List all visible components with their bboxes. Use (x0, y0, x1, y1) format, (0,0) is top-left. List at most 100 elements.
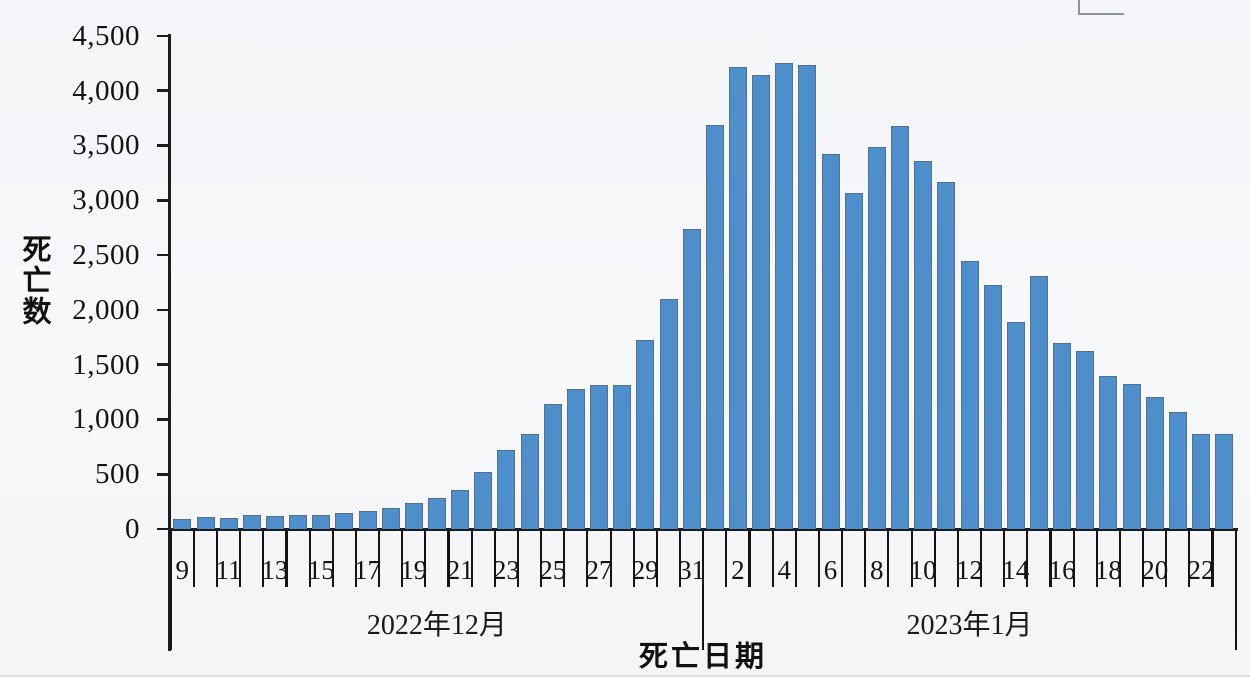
bar-2022-12-11 (219, 517, 238, 529)
x-day-label-2: 2 (731, 555, 745, 585)
x-day-label-27: 27 (585, 555, 613, 585)
x-day-label-31: 31 (678, 555, 706, 585)
x-day-tick (1095, 531, 1098, 587)
bar-2023-01-05 (798, 65, 817, 529)
x-day-tick (354, 531, 357, 587)
bar-2023-01-07 (844, 193, 863, 529)
x-day-tick (447, 531, 450, 587)
bar-2023-01-18 (1099, 375, 1118, 529)
x-group-boundary-tick (169, 531, 172, 650)
x-day-tick (331, 531, 334, 587)
x-day-tick (1072, 531, 1075, 587)
bar-2022-12-26 (566, 389, 585, 529)
bar-2023-01-16 (1053, 342, 1072, 529)
x-day-tick (841, 531, 844, 587)
x-day-tick (1142, 531, 1145, 587)
x-day-label-20: 20 (1141, 555, 1169, 585)
bar-2023-01-15 (1029, 275, 1048, 529)
x-day-tick (401, 531, 404, 587)
y-tick-label-4,500: 4,500 (72, 19, 140, 52)
x-day-tick (215, 531, 219, 587)
x-group-boundary-tick (1234, 531, 1237, 650)
x-day-tick (725, 531, 728, 587)
x-day-tick (887, 531, 890, 587)
x-day-tick (910, 531, 913, 587)
x-day-label-12: 12 (956, 555, 983, 585)
x-day-label-21: 21 (446, 555, 474, 585)
x-axis-title: 死亡日期 (638, 641, 767, 673)
bar-2023-01-17 (1076, 350, 1095, 529)
bar-2022-12-19 (404, 503, 423, 529)
x-day-tick (933, 531, 936, 587)
bar-2022-12-17 (358, 510, 377, 529)
x-day-tick (794, 531, 797, 587)
x-day-tick (655, 531, 658, 587)
x-day-label-10: 10 (909, 555, 937, 585)
x-day-tick (1118, 531, 1121, 587)
x-day-tick (424, 531, 427, 587)
x-group-label-1: 2022年12月 (366, 610, 507, 641)
bar-2022-12-23 (497, 450, 516, 529)
y-tick-1,500 (157, 363, 169, 366)
x-day-label-18: 18 (1094, 555, 1122, 585)
bar-2023-01-10 (914, 161, 933, 529)
bar-2023-01-12 (960, 260, 979, 529)
bar-2023-01-23 (1215, 433, 1234, 529)
x-day-tick (1026, 531, 1029, 587)
y-tick-label-500: 500 (95, 458, 140, 491)
x-day-label-6: 6 (823, 555, 838, 585)
x-day-tick (771, 531, 774, 587)
x-day-tick (540, 531, 543, 587)
x-day-label-17: 17 (354, 555, 381, 585)
y-tick-1,000 (157, 418, 169, 421)
x-day-tick (1188, 531, 1191, 587)
bar-2023-01-19 (1122, 384, 1141, 529)
x-day-tick (493, 531, 496, 587)
bar-2022-12-13 (265, 515, 284, 529)
x-day-label-22: 22 (1187, 555, 1215, 585)
y-tick-label-2,500: 2,500 (72, 239, 140, 271)
bar-2023-01-02 (729, 67, 747, 529)
bar-2023-01-20 (1145, 396, 1164, 529)
bar-2023-01-09 (891, 126, 909, 529)
bar-2023-01-22 (1192, 433, 1210, 529)
y-tick-0 (157, 527, 169, 531)
bar-2022-12-30 (659, 298, 678, 529)
bar-2023-01-04 (775, 62, 794, 529)
x-day-tick (1211, 531, 1214, 587)
x-day-tick (864, 531, 867, 587)
bar-2022-12-09 (173, 518, 192, 529)
y-tick-label-0: 0 (125, 513, 140, 545)
x-day-tick (817, 531, 821, 587)
x-group-boundary-tick (702, 531, 705, 650)
x-day-tick (262, 531, 265, 587)
x-day-tick (979, 531, 983, 587)
x-day-label-4: 4 (777, 555, 791, 585)
y-axis-title: 死亡数 (18, 234, 50, 327)
bar-2022-12-22 (474, 471, 493, 529)
bar-2022-12-14 (289, 515, 308, 529)
y-tick-4,500 (157, 34, 169, 38)
x-day-tick (632, 531, 635, 587)
x-day-tick (609, 531, 612, 587)
bar-2022-12-21 (451, 490, 470, 529)
x-day-tick (516, 531, 520, 587)
x-day-tick (956, 531, 959, 587)
x-day-label-13: 13 (261, 555, 289, 585)
x-day-tick (563, 531, 566, 587)
y-tick-2,500 (157, 253, 169, 257)
bar-2022-12-16 (335, 512, 354, 529)
y-tick-4,000 (157, 89, 169, 92)
bar-2022-12-25 (543, 404, 562, 529)
box-corner-artifact (1078, 13, 1124, 15)
y-tick-3,000 (157, 199, 169, 202)
box-corner-artifact (1078, 0, 1080, 14)
x-day-tick (1003, 531, 1006, 587)
bar-2023-01-14 (1006, 321, 1025, 529)
bar-2023-01-06 (821, 153, 840, 529)
x-day-tick (192, 531, 195, 587)
x-day-tick (1165, 531, 1168, 587)
x-axis-line (168, 528, 1238, 531)
x-day-tick (239, 531, 242, 587)
